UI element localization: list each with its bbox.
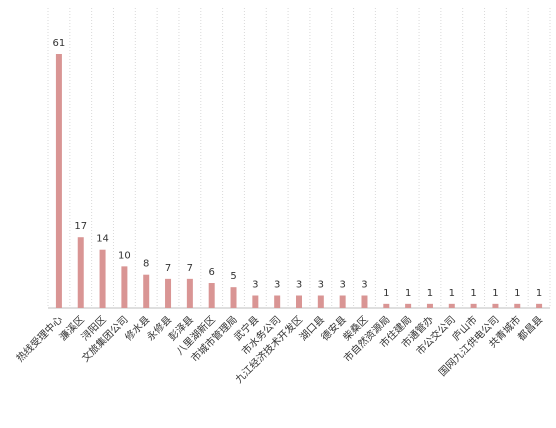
data-label: 1 [536,288,542,299]
bar [405,303,412,308]
bar [317,295,324,308]
bar [99,249,106,308]
bar [514,303,521,308]
bar [208,283,215,308]
data-label: 3 [252,280,258,291]
bar [426,303,433,308]
data-label: 8 [143,259,149,270]
category-label: 热线受理中心 [13,313,65,365]
data-label: 10 [118,250,131,261]
bar [252,295,259,308]
data-label: 1 [449,288,455,299]
bars-group [55,54,543,308]
bar [274,295,281,308]
bar [361,295,368,308]
data-label: 3 [296,280,302,291]
data-label: 1 [405,288,411,299]
bar [296,295,302,308]
bar [121,266,128,308]
data-label: 7 [187,263,193,274]
bar [186,278,193,308]
bar [383,303,390,308]
value-labels-group: 61 17 14 10 8 7 7 6 5 3 3 3 3 3 3 1 1 1 1 1 1 1 1 [53,38,543,299]
data-label: 3 [274,280,280,291]
data-label: 5 [230,271,236,282]
bar [448,303,455,308]
bar [470,303,477,308]
data-label: 3 [361,280,367,291]
data-label: 3 [339,280,345,291]
bar [339,295,346,308]
data-label: 1 [514,288,520,299]
data-label: 14 [96,234,109,245]
bar [77,237,84,308]
bar [230,287,237,308]
bar [165,278,172,308]
category-label: 都昌县 [516,314,546,344]
bar [492,303,499,308]
bar [536,303,543,308]
data-label: 1 [492,288,498,299]
data-label: 61 [53,38,66,49]
data-label: 1 [427,288,433,299]
data-label: 1 [383,288,389,299]
data-label: 17 [74,221,87,232]
bar [143,274,150,308]
category-labels-group: 热线受理中心濂溪区浔阳区文旅集团公司修水县永修县彭泽县八里湖新区市城市管理局武宁… [13,313,545,386]
data-label: 6 [209,267,215,278]
data-label: 1 [470,288,476,299]
data-label: 3 [318,280,324,291]
data-label: 7 [165,263,171,274]
bar [55,54,62,308]
gridlines [47,8,551,308]
